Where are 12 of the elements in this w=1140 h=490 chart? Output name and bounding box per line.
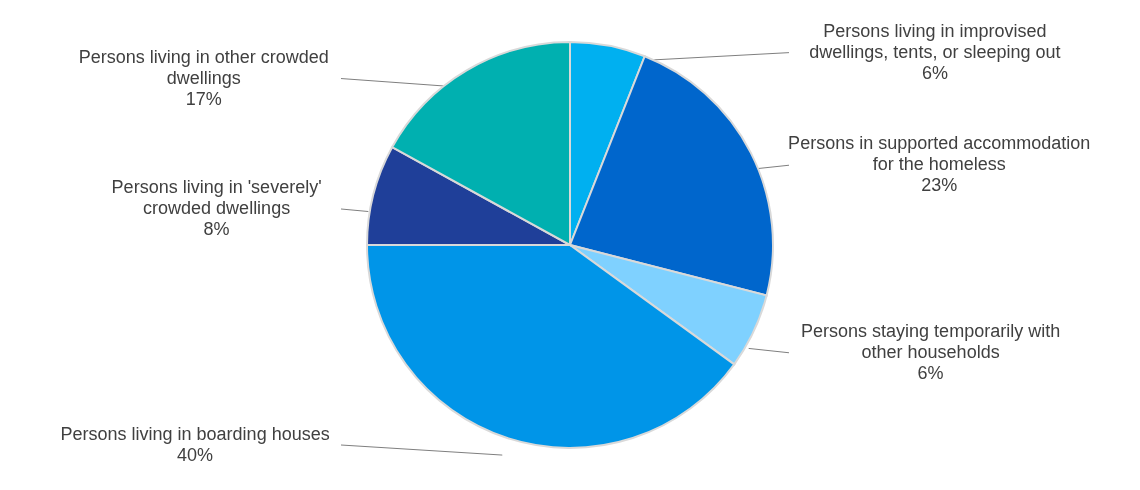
data-label: 40%: [177, 444, 214, 465]
data-label: 17%: [185, 88, 222, 109]
data-label: 6%: [917, 362, 944, 383]
slice-label: Persons staying temporarily with other households: [801, 320, 1061, 362]
data-label: 6%: [921, 62, 948, 83]
data-label: 23%: [921, 175, 958, 196]
slice-label: Persons living in improvised dwellings, tents, or sleeping out: [809, 20, 1061, 62]
slice-label: Persons in supported accommodation for the homeless: [788, 133, 1091, 175]
slice-label: Persons living in 'severely' crowded dwellings: [111, 176, 322, 218]
data-label: 8%: [203, 218, 230, 239]
slice-label: Persons living in boarding houses: [60, 423, 330, 444]
slice-label: Persons living in other crowded dwellings: [78, 46, 329, 88]
